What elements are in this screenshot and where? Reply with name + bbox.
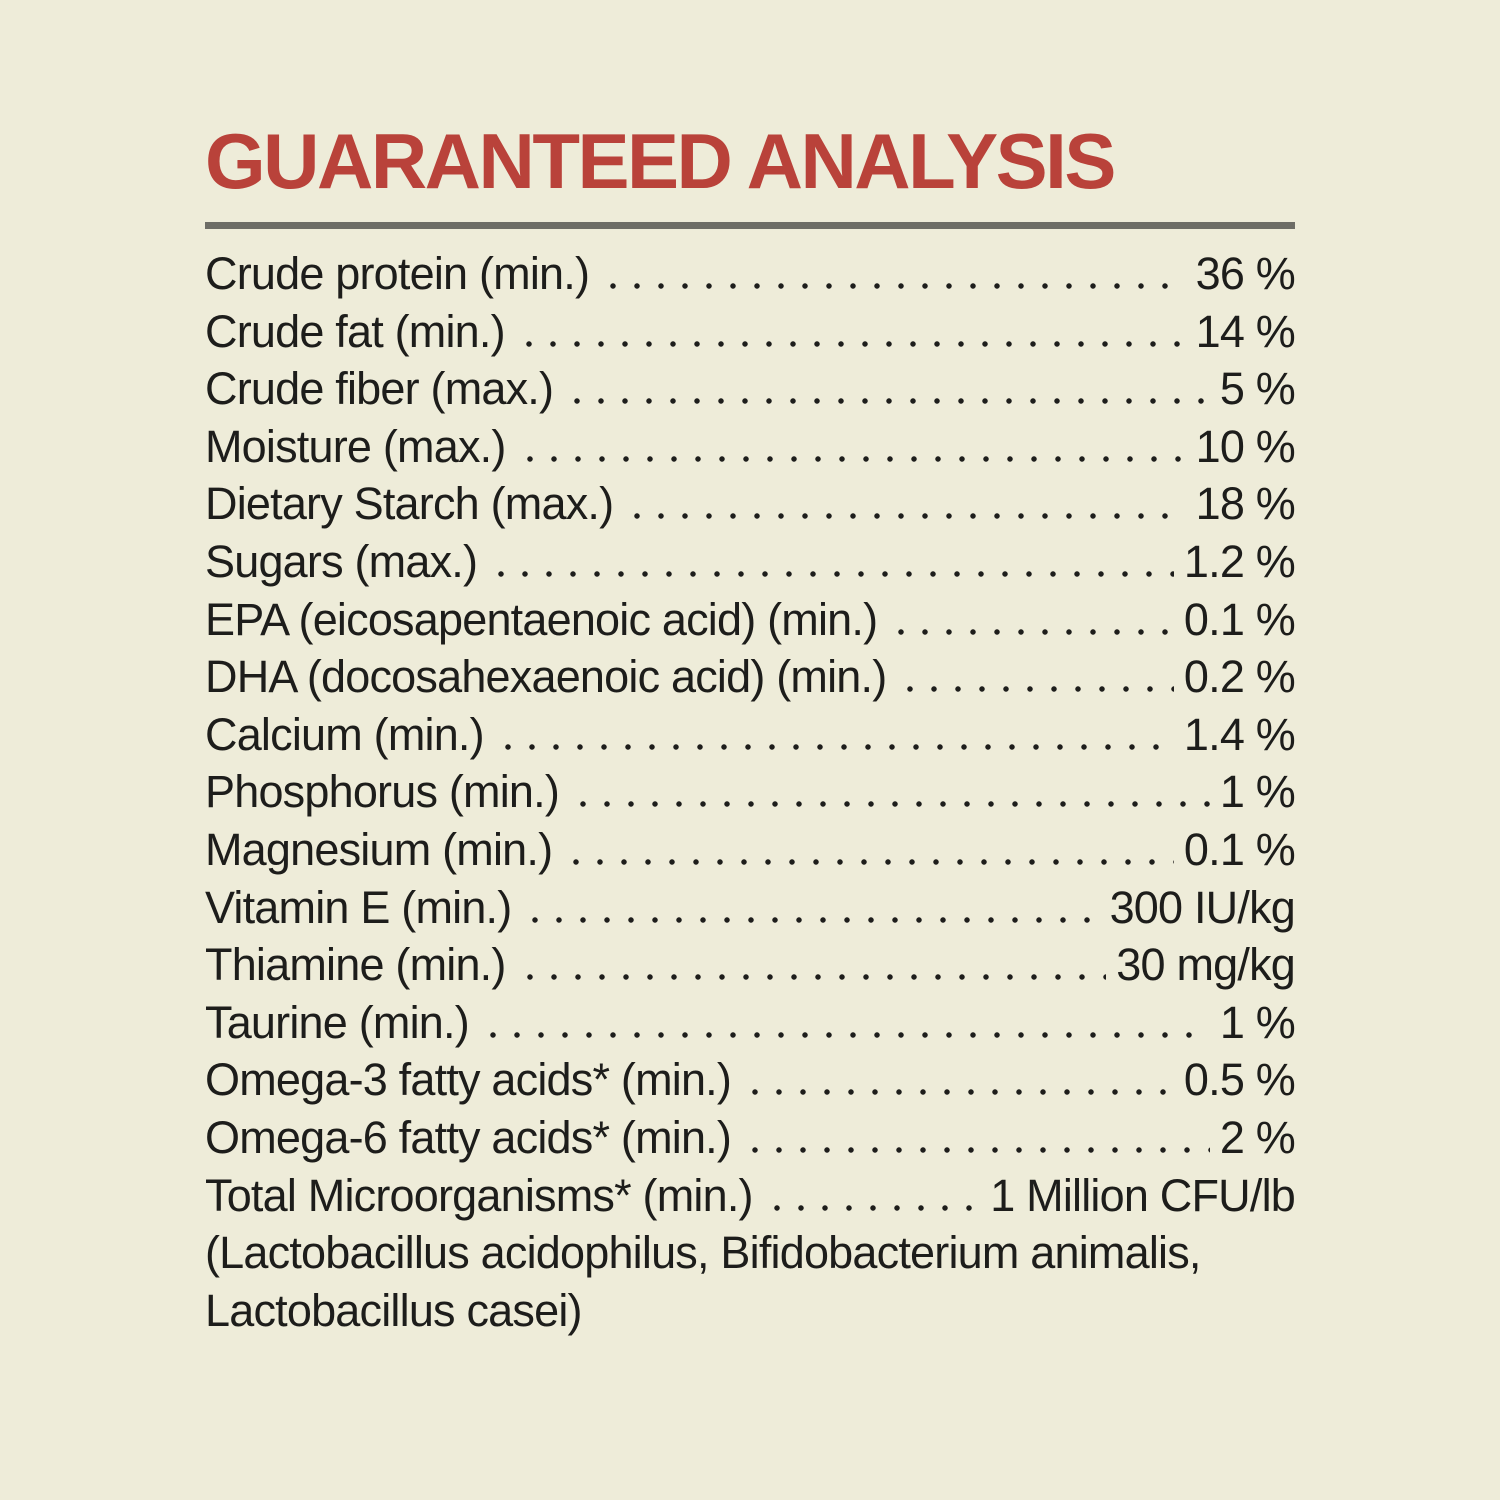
dot-leader [743,1146,1210,1153]
nutrient-value: 2 % [1219,1111,1296,1163]
nutrient-value: 18 % [1195,478,1296,530]
dot-leader [480,1031,1210,1038]
nutrient-label: Moisture (max.) [205,420,506,472]
analysis-row: Omega-3 fatty acids* (min.) 0.5 % [205,1051,1296,1109]
dot-leader [889,628,1174,635]
dot-leader [571,801,1210,808]
analysis-row: Crude fat (min.) 14 % [205,303,1296,361]
nutrient-value: 0.2 % [1183,651,1296,703]
nutrient-label: Crude protein (min.) [205,248,590,299]
nutrient-value: 300 IU/kg [1109,881,1296,933]
nutrient-label: Magnesium (min.) [205,823,553,875]
panel-title: GUARANTEED ANALYSIS [205,117,1116,205]
dot-leader [898,686,1174,693]
dot-leader [564,858,1174,865]
analysis-row: Vitamin E (min.) 300 IU/kg [205,879,1296,937]
nutrient-label: Phosphorus (min.) [205,766,560,818]
nutrient-value: 1 % [1219,766,1296,818]
nutrient-value: 5 % [1219,363,1296,415]
analysis-row: Taurine (min.) 1 % [205,994,1296,1052]
nutrient-value: 10 % [1195,420,1296,472]
dot-leader [495,743,1174,750]
analysis-row: Dietary Starch (max.) 18 % [205,475,1296,533]
nutrient-label: Dietary Starch (max.) [205,478,614,530]
analysis-row: Omega-6 fatty acids* (min.) 2 % [205,1109,1296,1167]
dot-leader [743,1089,1174,1096]
dot-leader [516,340,1186,347]
analysis-row: Thiamine (min.) 30 mg/kg [205,936,1296,994]
nutrient-label: Sugars (max.) [205,535,478,587]
nutrient-label: Crude fiber (max.) [205,363,554,415]
dot-leader [601,283,1186,289]
nutrient-value: 1 Million CFU/lb [990,1169,1296,1221]
microorganism-species-note: (Lactobacillus acidophilus, Bifidobacter… [205,1224,1295,1339]
analysis-row: Sugars (max.) 1.2 % [205,533,1296,591]
dot-leader [565,398,1210,405]
nutrient-value: 0.1 % [1183,593,1296,645]
dot-leader [764,1204,981,1211]
dot-leader [523,916,1100,923]
analysis-row: EPA (eicosapentaenoic acid) (min.) 0.1 % [205,591,1296,649]
nutrient-label: Omega-3 fatty acids* (min.) [205,1054,732,1106]
nutrient-label: Vitamin E (min.) [205,881,512,933]
nutrient-value: 0.1 % [1183,823,1296,875]
note-line: Lactobacillus casei) [205,1284,583,1336]
nutrient-value: 14 % [1195,305,1296,357]
nutrient-value: 36 % [1195,248,1296,299]
analysis-row: Crude protein (min.) 36 % [205,245,1296,303]
nutrient-label: Crude fat (min.) [205,305,506,357]
nutrient-label: Taurine (min.) [205,996,470,1048]
note-line: (Lactobacillus acidophilus, Bifidobacter… [205,1227,1201,1279]
nutrient-label: Calcium (min.) [205,708,485,760]
analysis-row: Phosphorus (min.) 1 % [205,763,1296,821]
title-divider [205,222,1295,229]
nutrient-label: Omega-6 fatty acids* (min.) [205,1111,732,1163]
nutrient-value: 0.5 % [1183,1054,1296,1106]
dot-leader [517,974,1107,981]
analysis-row: Calcium (min.) 1.4 % [205,706,1296,764]
analysis-row: Crude fiber (max.) 5 % [205,360,1296,418]
analysis-row: Magnesium (min.) 0.1 % [205,821,1296,879]
dot-leader [517,455,1186,462]
analysis-row: Total Microorganisms* (min.) 1 Million C… [205,1167,1296,1225]
nutrient-label: EPA (eicosapentaenoic acid) (min.) [205,593,878,645]
nutrient-label: Thiamine (min.) [205,939,506,991]
nutrient-value: 1 % [1219,996,1296,1048]
analysis-table: Crude protein (min.) 36 % Crude fat (min… [205,245,1296,1225]
analysis-row: DHA (docosahexaenoic acid) (min.) 0.2 % [205,648,1296,706]
dot-leader [489,570,1174,577]
dot-leader [625,513,1186,520]
nutrient-value: 30 mg/kg [1116,939,1296,991]
nutrient-label: DHA (docosahexaenoic acid) (min.) [205,651,887,703]
nutrient-value: 1.4 % [1183,708,1296,760]
nutrient-value: 1.2 % [1183,535,1296,587]
guaranteed-analysis-panel: GUARANTEED ANALYSIS Crude protein (min.)… [205,117,1296,1339]
analysis-row: Moisture (max.) 10 % [205,418,1296,476]
nutrient-label: Total Microorganisms* (min.) [205,1169,754,1221]
